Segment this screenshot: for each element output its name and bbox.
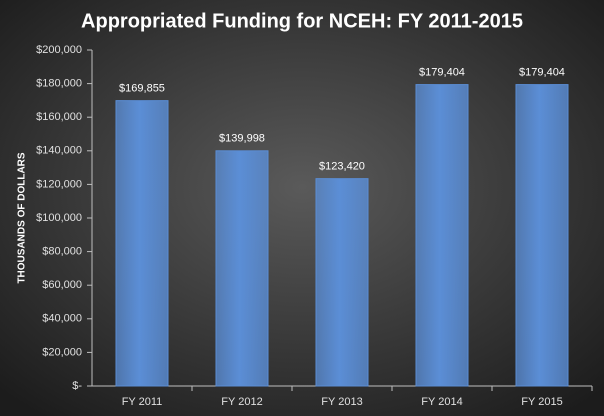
chart-title: Appropriated Funding for NCEH: FY 2011-2…: [81, 10, 523, 32]
y-tick-label: $100,000: [36, 212, 82, 224]
y-tick-label: $180,000: [36, 78, 82, 90]
bar: [415, 84, 469, 387]
bar: [315, 178, 369, 387]
y-tick-label: $40,000: [42, 313, 82, 325]
bar: [215, 150, 269, 387]
y-tick-label: $120,000: [36, 178, 82, 190]
y-tick-label: $80,000: [42, 246, 82, 258]
y-tick-label: $20,000: [42, 346, 82, 358]
y-tick-label: $60,000: [42, 279, 82, 291]
x-tick-label: FY 2012: [221, 396, 262, 408]
value-label: $139,998: [219, 133, 265, 145]
y-tick-label: $200,000: [36, 44, 82, 56]
y-tick-label: $160,000: [36, 111, 82, 123]
value-label: $169,855: [119, 83, 165, 95]
y-tick-label: $-: [72, 380, 82, 392]
value-label: $123,420: [319, 161, 365, 173]
y-tick-label: $140,000: [36, 145, 82, 157]
value-label: $179,404: [419, 67, 465, 79]
bar: [115, 100, 169, 387]
x-tick-label: FY 2013: [321, 396, 362, 408]
x-tick-label: FY 2011: [122, 396, 163, 408]
y-axis-label: THOUSANDS OF DOLLARS: [17, 152, 28, 283]
value-label: $179,404: [519, 67, 565, 79]
x-tick-label: FY 2014: [421, 396, 462, 408]
x-tick-label: FY 2015: [521, 396, 562, 408]
bar: [515, 84, 569, 387]
